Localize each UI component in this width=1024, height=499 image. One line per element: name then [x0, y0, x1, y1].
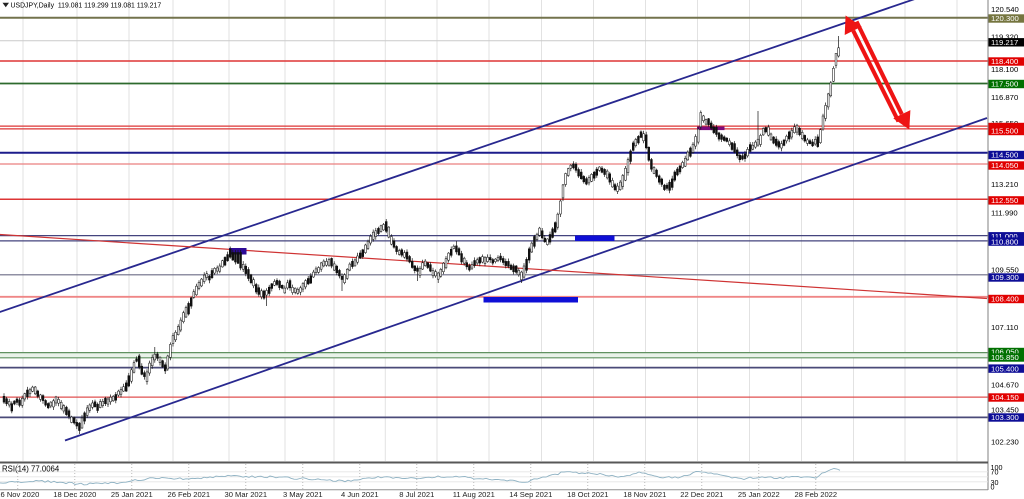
svg-text:105.400: 105.400 — [991, 364, 1019, 373]
svg-text:8 Jul 2021: 8 Jul 2021 — [399, 490, 434, 499]
svg-text:103.450: 103.450 — [991, 406, 1019, 415]
svg-text:111.000: 111.000 — [991, 232, 1018, 241]
svg-text:106.050: 106.050 — [991, 348, 1019, 357]
svg-text:118.400: 118.400 — [991, 57, 1018, 66]
svg-text:108.400: 108.400 — [991, 295, 1019, 304]
svg-text:118.100: 118.100 — [991, 65, 1018, 74]
svg-text:109.300: 109.300 — [991, 273, 1019, 282]
svg-text:116.870: 116.870 — [991, 93, 1018, 102]
svg-text:119.217: 119.217 — [991, 38, 1018, 47]
svg-text:0: 0 — [991, 483, 995, 492]
svg-text:112.550: 112.550 — [991, 196, 1018, 205]
svg-text:103.300: 103.300 — [991, 413, 1019, 422]
svg-text:RSI(14) 77.0064: RSI(14) 77.0064 — [2, 465, 60, 474]
svg-text:105.850: 105.850 — [991, 353, 1019, 362]
svg-text:16 Nov 2020: 16 Nov 2020 — [0, 490, 39, 499]
svg-text:109.550: 109.550 — [991, 266, 1019, 275]
svg-text:4 Jun 2021: 4 Jun 2021 — [341, 490, 379, 499]
svg-text:100: 100 — [991, 463, 1003, 472]
svg-text:120.540: 120.540 — [991, 5, 1019, 14]
svg-text:102.230: 102.230 — [991, 438, 1019, 447]
svg-text:104.670: 104.670 — [991, 381, 1019, 390]
svg-text:120.300: 120.300 — [991, 14, 1019, 23]
svg-text:14 Sep 2021: 14 Sep 2021 — [509, 490, 552, 499]
svg-text:25 Jan 2021: 25 Jan 2021 — [111, 490, 153, 499]
svg-text:22 Dec 2021: 22 Dec 2021 — [680, 490, 723, 499]
svg-text:119.320: 119.320 — [991, 33, 1018, 42]
svg-text:30 Mar 2021: 30 Mar 2021 — [224, 490, 267, 499]
svg-text:111.990: 111.990 — [991, 209, 1018, 218]
svg-text:113.210: 113.210 — [991, 180, 1018, 189]
svg-text:26 Feb 2021: 26 Feb 2021 — [167, 490, 210, 499]
svg-text:107.110: 107.110 — [991, 323, 1018, 332]
svg-text:114.500: 114.500 — [991, 151, 1018, 160]
svg-text:117.500: 117.500 — [991, 80, 1018, 89]
svg-text:104.150: 104.150 — [991, 393, 1019, 402]
svg-text:3 May 2021: 3 May 2021 — [283, 490, 323, 499]
svg-text:18 Nov 2021: 18 Nov 2021 — [623, 490, 666, 499]
svg-text:28 Feb 2022: 28 Feb 2022 — [794, 490, 837, 499]
svg-text:18 Oct 2021: 18 Oct 2021 — [567, 490, 608, 499]
svg-text:25 Jan 2022: 25 Jan 2022 — [738, 490, 780, 499]
svg-text:115.500: 115.500 — [991, 127, 1018, 136]
svg-text:18 Dec 2020: 18 Dec 2020 — [53, 490, 96, 499]
svg-text:30: 30 — [991, 478, 999, 487]
svg-text:USDJPY,Daily 119.081 119.299: USDJPY,Daily 119.081 119.299 119.081 119… — [11, 3, 162, 10]
svg-text:11 Aug 2021: 11 Aug 2021 — [453, 490, 495, 499]
svg-text:114.050: 114.050 — [991, 161, 1018, 170]
svg-text:70: 70 — [991, 468, 999, 477]
svg-text:110.800: 110.800 — [991, 237, 1018, 246]
